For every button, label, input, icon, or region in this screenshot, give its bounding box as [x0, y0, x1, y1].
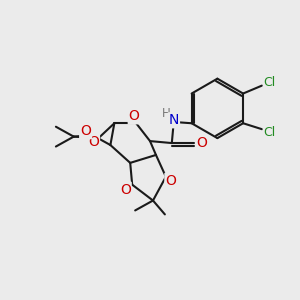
Text: Cl: Cl — [264, 126, 276, 139]
Text: O: O — [165, 174, 176, 188]
Text: O: O — [196, 136, 207, 150]
Text: N: N — [169, 113, 179, 127]
Text: Cl: Cl — [264, 76, 276, 89]
Text: O: O — [80, 124, 91, 138]
Text: O: O — [88, 135, 99, 149]
Text: O: O — [129, 109, 140, 123]
Text: O: O — [120, 183, 131, 196]
Text: H: H — [161, 107, 170, 120]
